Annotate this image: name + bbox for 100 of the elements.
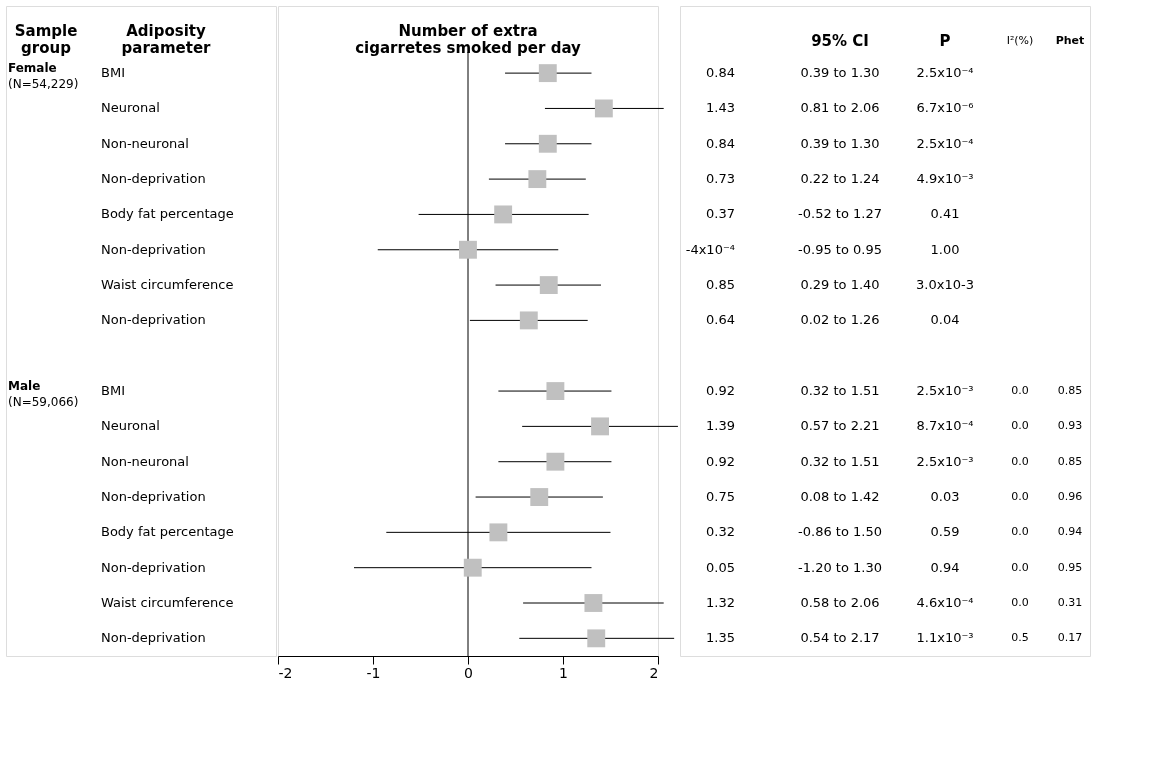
text: 2.5x10⁻⁴: [916, 135, 974, 151]
text: 0.0: [1011, 525, 1029, 539]
text: 0.0: [1011, 419, 1029, 433]
text: 0.0: [1011, 384, 1029, 398]
text: 2.5x10⁻⁴: [916, 65, 974, 81]
text: 0.0: [1011, 454, 1029, 468]
text: Sample group: [14, 21, 78, 57]
point: [463, 558, 482, 577]
data-label: 0.84: [706, 135, 735, 151]
y-tick-label: BMI: [101, 65, 125, 81]
text: -1.20 to 1.30: [798, 559, 882, 575]
data-label: 0.92: [706, 453, 735, 469]
data-label: 0.85: [706, 277, 735, 293]
y-tick-label: Non-deprivation: [101, 312, 206, 328]
text: 0.39 to 1.30: [800, 65, 880, 81]
point: [519, 311, 538, 330]
x-axis-title: Number of extra cigarretes smoked per day: [355, 21, 582, 57]
text: 0.94: [1057, 525, 1083, 539]
text: 95% CI: [811, 32, 869, 51]
text: Male: [8, 378, 41, 393]
data-label: 1.35: [706, 630, 735, 646]
point: [528, 170, 547, 189]
y-tick-label: Body fat percentage: [101, 206, 234, 222]
text: 2.5x10⁻³: [916, 383, 974, 399]
point: [530, 488, 549, 506]
data-label: 0.64: [706, 312, 735, 328]
point: [546, 382, 565, 400]
data-label: 0.75: [706, 489, 735, 505]
y-tick-label: Non-deprivation: [101, 171, 206, 187]
text: 6.7x10⁻⁶: [916, 100, 974, 116]
data-label: 0.05: [706, 559, 735, 575]
text: -0.86 to 1.50: [798, 524, 882, 540]
text: 0.02 to 1.26: [800, 312, 880, 328]
data-label: 1.39: [706, 418, 735, 434]
point: [546, 452, 565, 471]
y-tick-label: Non-deprivation: [101, 630, 206, 646]
text: 1.00: [930, 241, 960, 257]
text: 4.6x10⁻⁴: [916, 595, 974, 611]
x-tick-label: -2: [278, 664, 293, 681]
text: 0.94: [930, 559, 960, 575]
text: 0.29 to 1.40: [800, 277, 880, 293]
point: [494, 205, 513, 224]
text: 2.5x10⁻³: [916, 453, 974, 469]
text: 0.0: [1011, 596, 1029, 610]
text: 0.81 to 2.06: [800, 100, 880, 116]
x-tick-label: 2: [649, 664, 659, 681]
text: 0.22 to 1.24: [800, 171, 880, 187]
text: 0.08 to 1.42: [800, 489, 880, 505]
text: Phet: [1055, 34, 1085, 48]
text: 0.5: [1011, 631, 1029, 645]
data-label: 0.73: [706, 171, 735, 187]
y-tick-label: Non-deprivation: [101, 559, 206, 575]
y-tick-label: Neuronal: [101, 100, 160, 116]
x-tick-label: 0: [464, 664, 473, 681]
text: 0.85: [1057, 384, 1083, 398]
text: 8.7x10⁻⁴: [916, 418, 974, 434]
text: 0.32 to 1.51: [800, 453, 880, 469]
text: I²(%): [1006, 34, 1034, 48]
text: 0.96: [1057, 490, 1083, 504]
data-label: 1.32: [706, 595, 735, 611]
data-label: -4x10⁻⁴: [685, 241, 735, 257]
text: 4.9x10⁻³: [916, 171, 974, 187]
data-label: 0.37: [706, 206, 735, 222]
text: 0.85: [1057, 454, 1083, 468]
data-label: 0.84: [706, 65, 735, 81]
y-tick-label: Non-deprivation: [101, 489, 206, 505]
text: -0.95 to 0.95: [798, 241, 882, 257]
text: 0.95: [1057, 560, 1083, 574]
text: 0.0: [1011, 490, 1029, 504]
point: [538, 134, 557, 153]
point: [591, 417, 609, 436]
text: 0.58 to 2.06: [800, 595, 880, 611]
text: 0.04: [930, 312, 960, 328]
text: 0.57 to 2.21: [800, 418, 880, 434]
point: [459, 240, 477, 259]
text: 0.54 to 2.17: [800, 630, 880, 646]
y-tick-label: Body fat percentage: [101, 524, 234, 540]
y-tick-label: Non-neuronal: [101, 453, 189, 469]
text: -0.52 to 1.27: [798, 206, 882, 222]
text: 3.0x10-3: [916, 277, 974, 293]
text: 1.1x10⁻³: [916, 630, 974, 646]
y-tick-label: Non-deprivation: [101, 241, 206, 257]
y-tick-label: Non-neuronal: [101, 135, 189, 151]
text: Female: [8, 60, 57, 75]
data-label: 0.92: [706, 383, 735, 399]
x-tick-label: 1: [559, 664, 568, 681]
text: 0.39 to 1.30: [800, 135, 880, 151]
text: (N=59,066): [8, 394, 79, 409]
data-label: 1.43: [706, 100, 735, 116]
text: 0.0: [1011, 560, 1029, 574]
point: [489, 523, 508, 542]
text: 0.41: [930, 206, 960, 222]
text: 0.59: [930, 524, 960, 540]
text: (N=54,229): [8, 76, 79, 91]
point: [538, 64, 557, 83]
point: [587, 629, 606, 648]
text: 0.03: [930, 489, 960, 505]
data-label: 0.32: [706, 524, 735, 540]
text: 0.17: [1057, 631, 1083, 645]
text: 0.32 to 1.51: [800, 383, 880, 399]
